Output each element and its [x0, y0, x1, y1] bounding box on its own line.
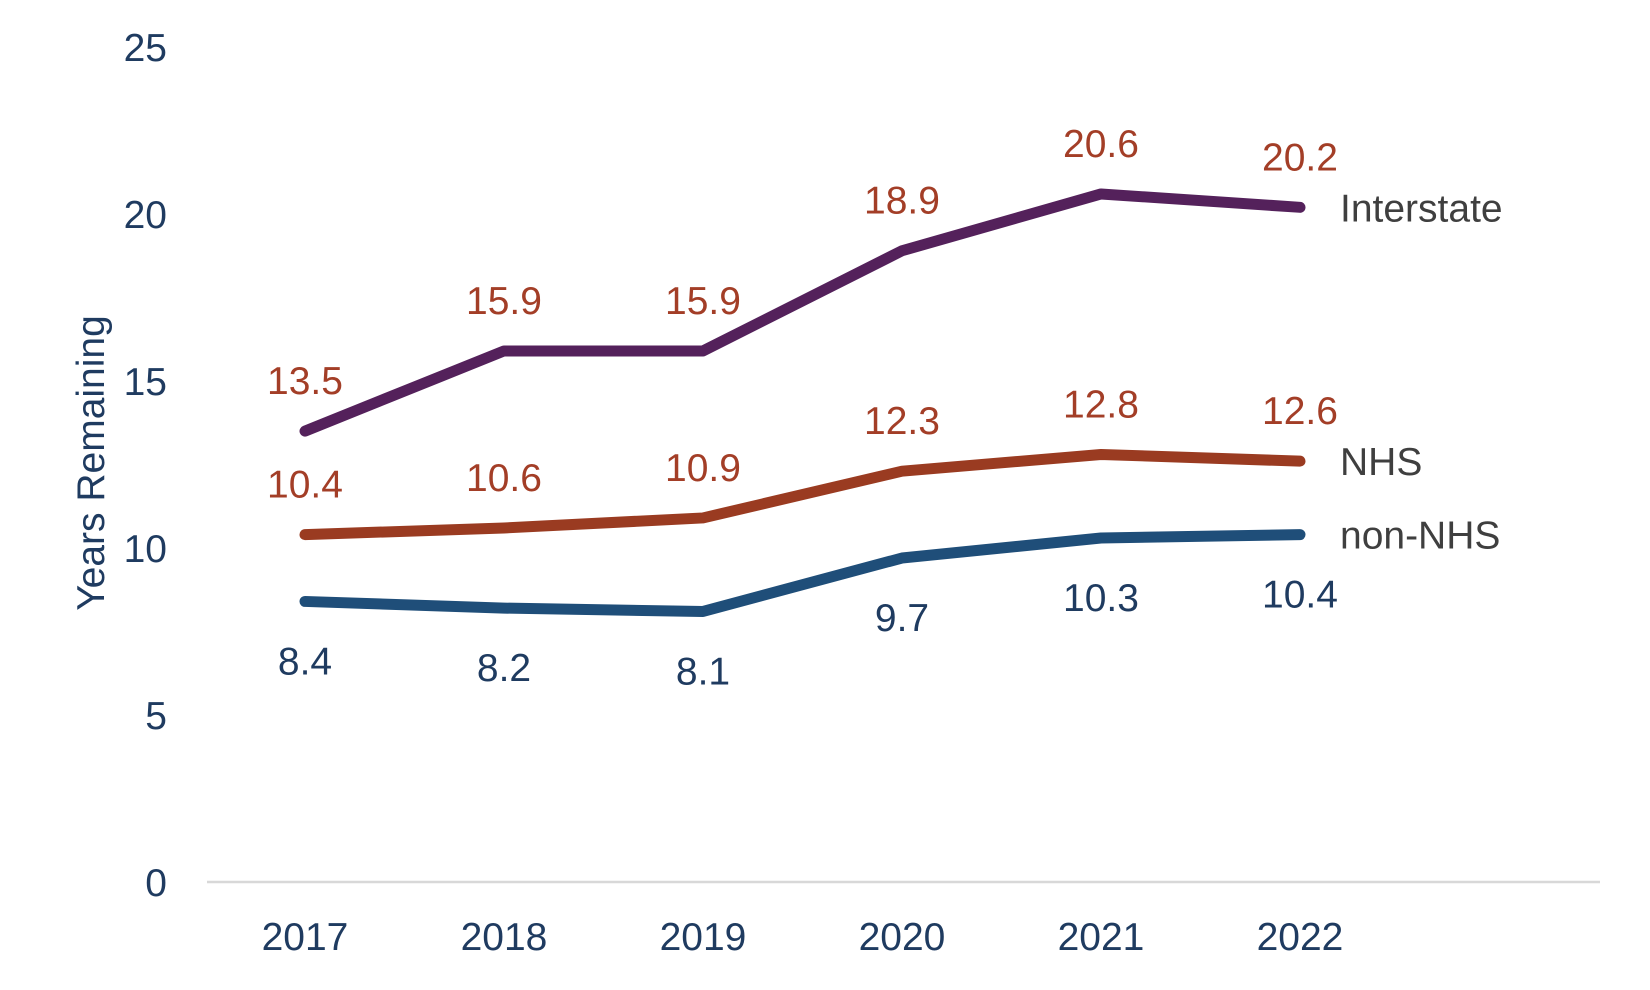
x-tick-label: 2017 — [262, 916, 349, 959]
data-label: 18.9 — [864, 180, 940, 223]
series-name-label-interstate: Interstate — [1340, 187, 1503, 230]
data-label: 8.2 — [477, 647, 531, 690]
data-labels: 13.5 15.9 15.9 18.9 20.6 20.2 10.4 10.6 10.9 12.3… — [267, 123, 1338, 694]
x-tick-label: 2019 — [660, 916, 747, 959]
series-name-label-nhs: NHS — [1340, 441, 1422, 484]
y-tick-label: 25 — [124, 27, 167, 70]
data-label: 10.3 — [1063, 577, 1139, 620]
series-line-nhs — [299, 448, 1306, 541]
data-label: 10.6 — [466, 457, 542, 500]
data-label: 10.4 — [1262, 574, 1338, 617]
data-label: 10.4 — [267, 464, 343, 507]
series-lines — [299, 188, 1306, 617]
data-label: 13.5 — [267, 360, 343, 403]
y-tick-label: 15 — [124, 361, 167, 404]
series-name-labels: Interstate NHS non-NHS — [1340, 187, 1503, 557]
data-label: 15.9 — [466, 280, 542, 323]
data-label: 15.9 — [665, 280, 741, 323]
series-name-label-non-nhs: non-NHS — [1340, 515, 1500, 558]
series-line-interstate — [299, 188, 1306, 437]
x-tick-label: 2020 — [859, 916, 946, 959]
y-axis-title: Years Remaining — [70, 315, 113, 611]
y-tick-label: 5 — [145, 695, 167, 738]
data-label: 8.4 — [278, 640, 332, 683]
y-axis-tick-labels: 0 5 10 15 20 25 — [124, 27, 167, 905]
data-label: 9.7 — [875, 597, 929, 640]
y-tick-label: 20 — [124, 194, 167, 237]
data-label: 12.6 — [1262, 390, 1338, 433]
data-label: 12.8 — [1063, 383, 1139, 426]
x-tick-label: 2021 — [1058, 916, 1145, 959]
data-label: 10.9 — [665, 447, 741, 490]
y-tick-label: 0 — [145, 862, 167, 905]
data-label: 8.1 — [676, 650, 730, 693]
data-label: 20.2 — [1262, 136, 1338, 179]
data-label: 20.6 — [1063, 123, 1139, 166]
y-tick-label: 10 — [124, 528, 167, 571]
data-label: 12.3 — [864, 400, 940, 443]
series-line-non-nhs — [299, 529, 1306, 617]
x-axis-tick-labels: 2017 2018 2019 2020 2021 2022 — [262, 916, 1344, 959]
x-tick-label: 2022 — [1257, 916, 1344, 959]
x-tick-label: 2018 — [461, 916, 548, 959]
